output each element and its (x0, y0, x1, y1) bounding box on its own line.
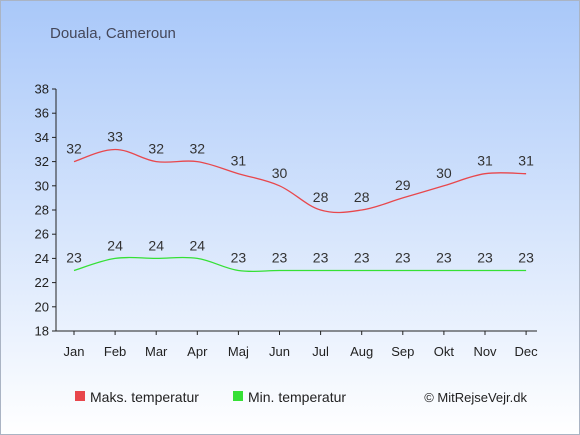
x-tick-label: Nov (473, 344, 497, 359)
series-line-max (73, 148, 527, 214)
legend-label: Maks. temperatur (90, 389, 199, 405)
y-tick-label: 20 (35, 299, 49, 314)
data-label: 31 (518, 153, 534, 169)
data-label: 23 (518, 250, 534, 266)
copyright-text: © MitRejseVejr.dk (424, 390, 527, 405)
y-tick-label: 38 (35, 82, 49, 97)
y-tick-label: 34 (35, 130, 49, 145)
series-line-min (73, 256, 527, 273)
data-label: 23 (477, 250, 493, 266)
x-tick-label: Sep (391, 344, 414, 359)
legend-swatch-min (233, 391, 243, 401)
y-tick-label: 36 (35, 106, 49, 121)
data-label: 23 (436, 250, 452, 266)
y-tick-label: 24 (35, 251, 49, 266)
y-tick-label: 30 (35, 178, 49, 193)
data-label: 31 (231, 153, 247, 169)
y-tick-label: 32 (35, 154, 49, 169)
x-tick-label: Maj (228, 344, 249, 359)
legend-swatch-max (75, 391, 85, 401)
chart-title: Douala, Cameroun (50, 25, 176, 42)
x-tick-label: Jun (269, 344, 290, 359)
y-tick-label: 22 (35, 275, 49, 290)
legend-label: Min. temperatur (248, 389, 346, 405)
data-label: 28 (354, 189, 370, 205)
data-label: 23 (313, 250, 329, 266)
data-label: 29 (395, 177, 411, 193)
x-tick-label: Apr (187, 344, 208, 359)
y-tick-label: 28 (35, 203, 49, 218)
data-label: 23 (354, 250, 370, 266)
y-tick-label: 26 (35, 227, 49, 242)
data-label: 32 (190, 141, 206, 157)
data-label: 23 (231, 250, 247, 266)
data-label: 32 (66, 141, 82, 157)
data-label: 23 (272, 250, 288, 266)
x-tick-label: Okt (434, 344, 455, 359)
y-tick-label: 18 (35, 324, 49, 339)
x-tick-label: Aug (350, 344, 373, 359)
data-label: 23 (66, 250, 82, 266)
data-label: 24 (107, 237, 123, 253)
data-label: 24 (148, 237, 164, 253)
data-label: 30 (436, 165, 452, 181)
data-label: 24 (190, 237, 206, 253)
x-tick-label: Feb (104, 344, 126, 359)
data-label: 28 (313, 189, 329, 205)
x-tick-label: Jan (64, 344, 85, 359)
data-label: 30 (272, 165, 288, 181)
data-label: 31 (477, 153, 493, 169)
x-tick-label: Dec (515, 344, 539, 359)
data-label: 23 (395, 250, 411, 266)
data-label: 33 (107, 129, 123, 145)
x-tick-label: Jul (312, 344, 329, 359)
data-label: 32 (148, 141, 164, 157)
x-tick-label: Mar (145, 344, 168, 359)
